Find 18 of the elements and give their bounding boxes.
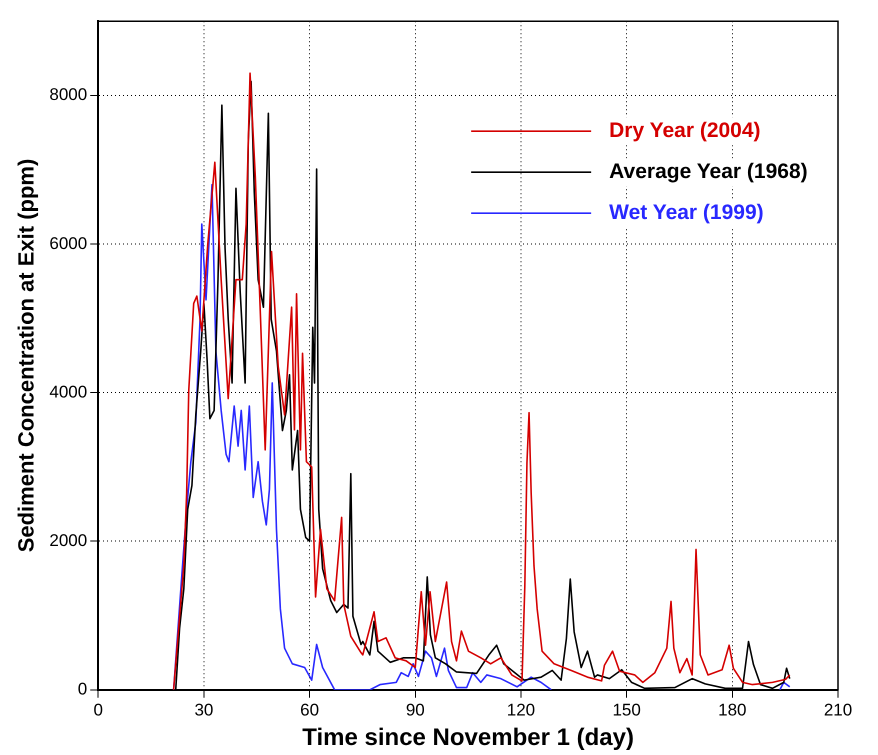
x-tick-label: 90 — [406, 700, 425, 720]
y-tick-label: 8000 — [49, 85, 88, 104]
x-tick-label: 30 — [194, 700, 214, 720]
y-tick-label: 4000 — [49, 382, 88, 402]
y-axis-title: Sediment Concentration at Exit (ppm) — [13, 158, 38, 552]
x-tick-label: 0 — [93, 700, 103, 720]
x-tick-label: 180 — [718, 700, 747, 720]
y-tick-label: 2000 — [49, 530, 88, 550]
text: Dry Year (2004) — [609, 118, 761, 142]
x-axis-title: Time since November 1 (day) — [302, 724, 634, 752]
x-tick-label: 210 — [824, 700, 852, 720]
text: Average Year (1968) — [609, 160, 808, 183]
x-tick-label: 60 — [300, 700, 320, 720]
text: Wet Year (1999) — [609, 200, 764, 224]
y-tick-label: 6000 — [49, 234, 88, 253]
y-tick-label: 0 — [78, 679, 88, 698]
x-tick-label: 150 — [612, 700, 641, 720]
x-tick-label: 120 — [506, 700, 536, 720]
